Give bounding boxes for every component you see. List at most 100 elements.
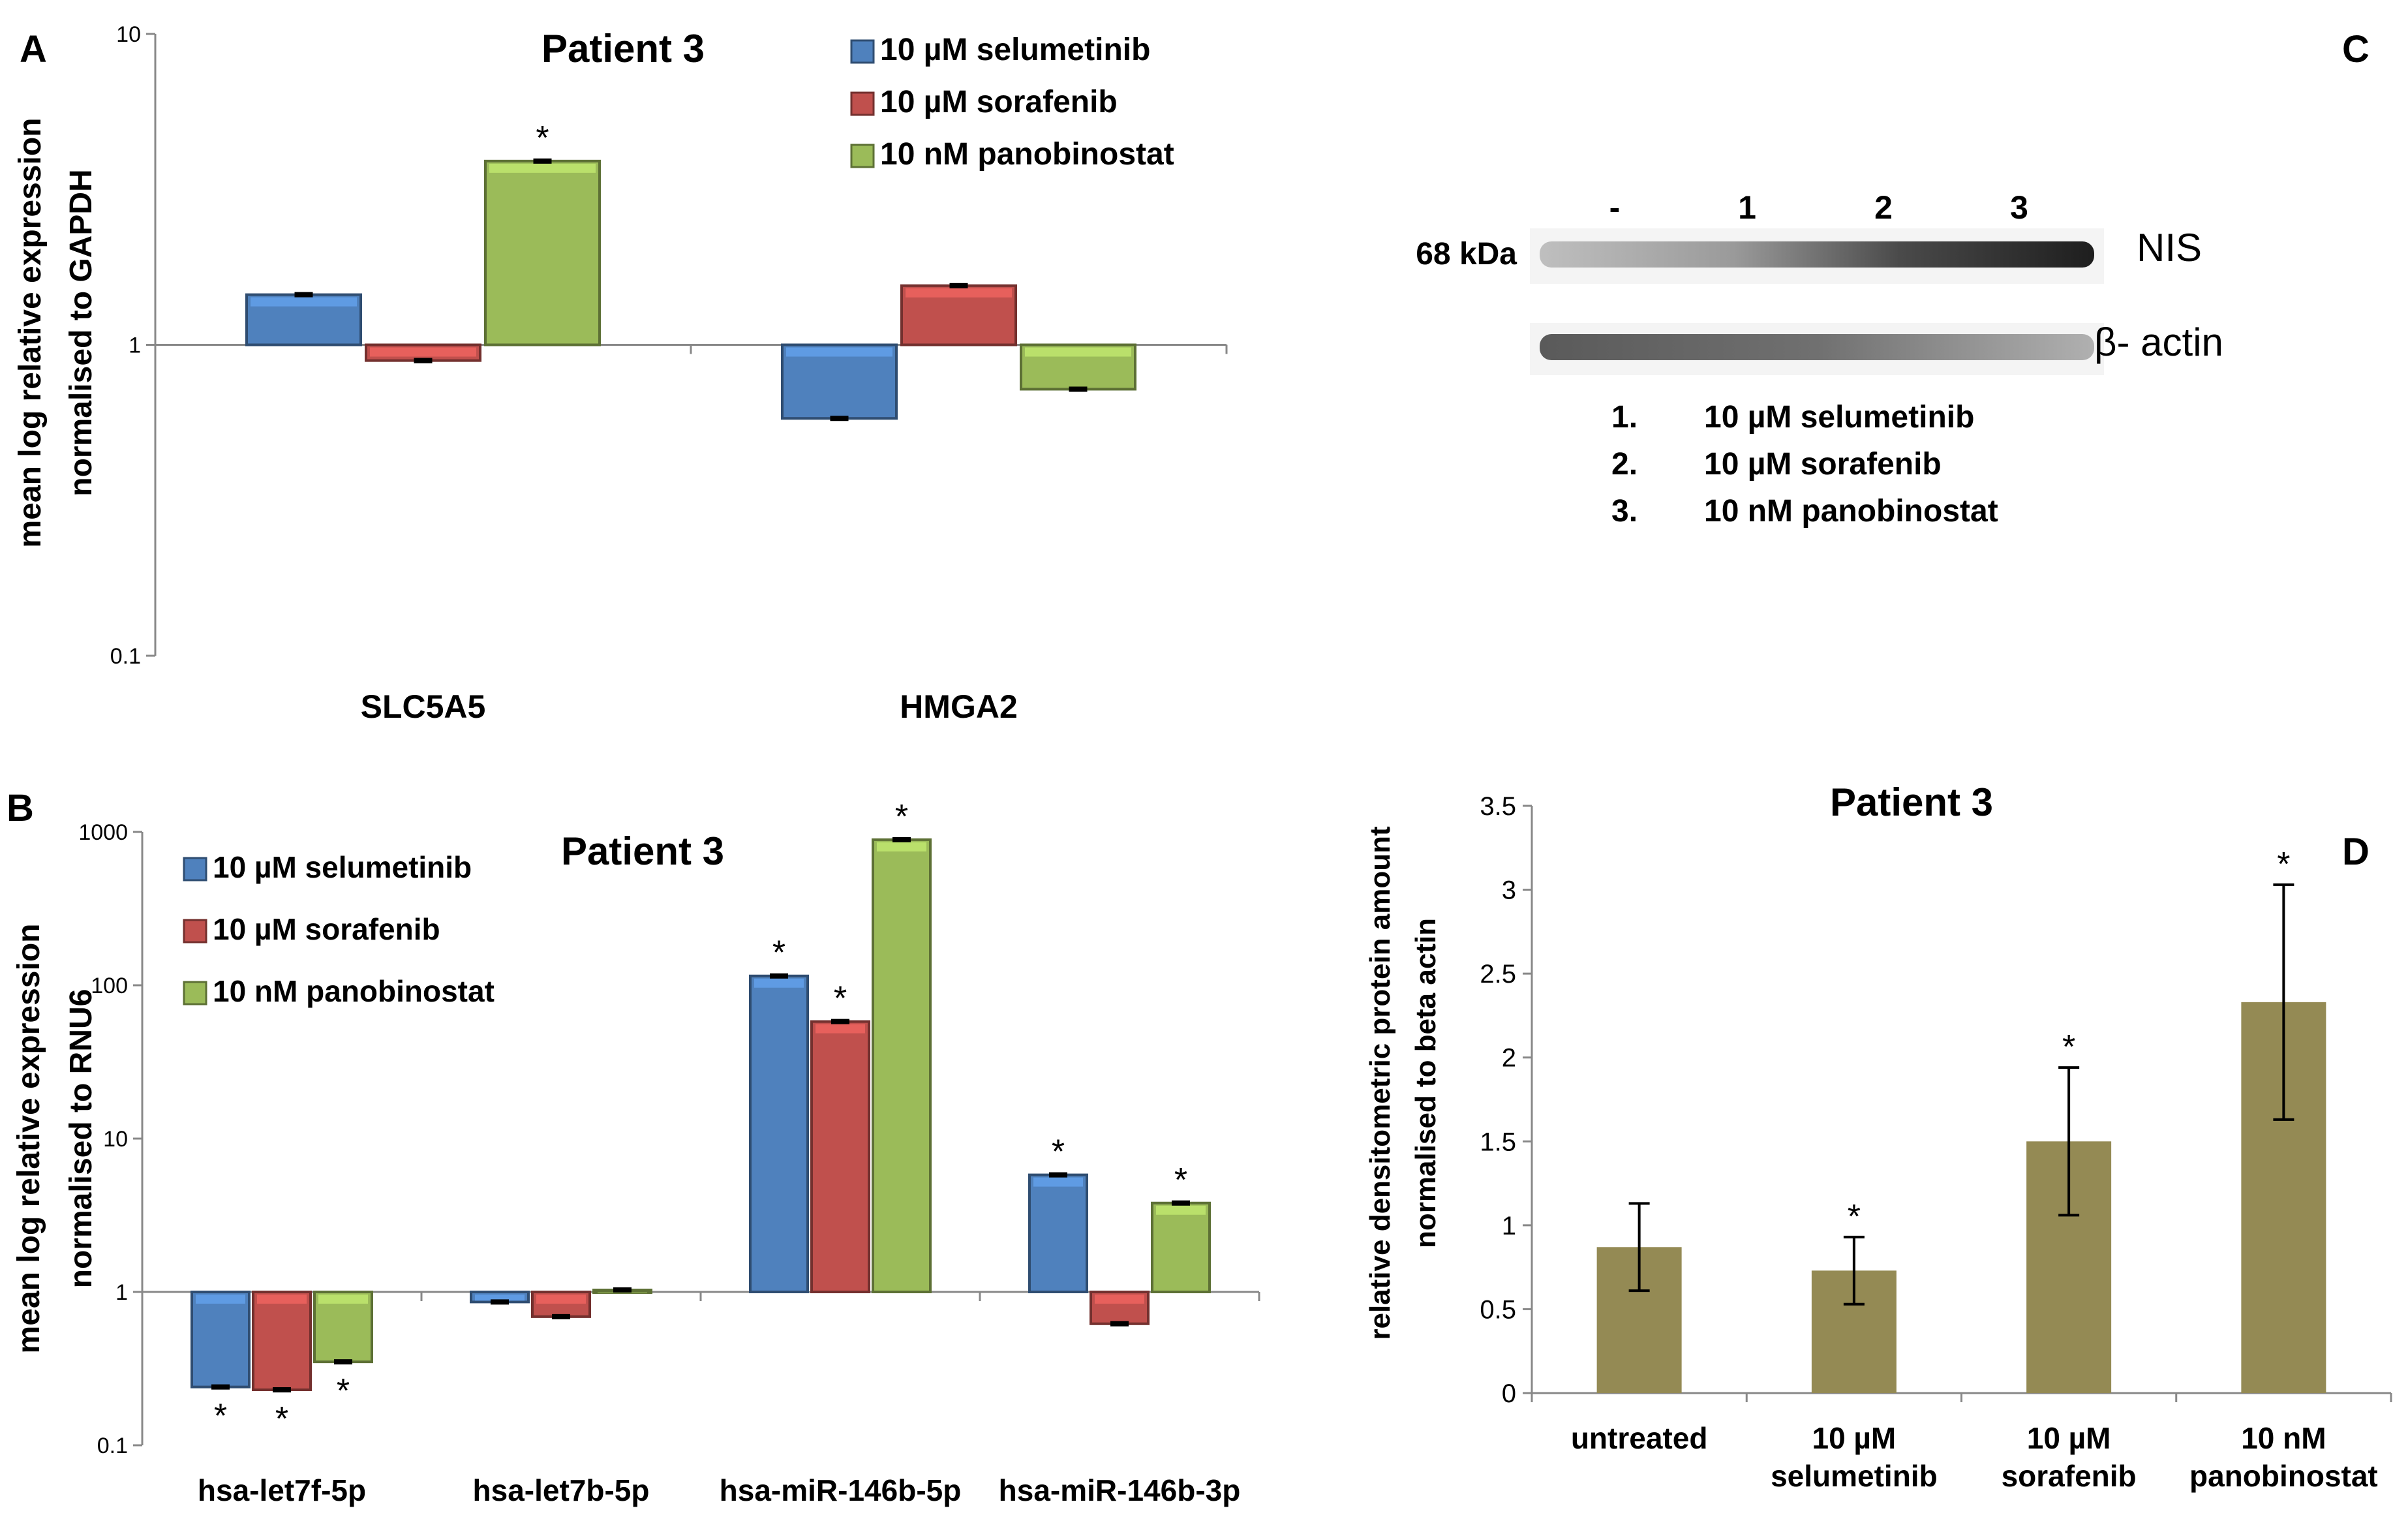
panel-d-ylabel-line1: relative densitometric protein amount: [1364, 826, 1396, 1340]
panel-b-y-tick-label: 1000: [78, 820, 128, 845]
blot-band-actin-label: β- actin: [2094, 320, 2223, 364]
panel-b-y-tick-label: 100: [91, 974, 128, 998]
panel-b-category-label: hsa-let7f-5p: [198, 1473, 366, 1507]
panel-a-legend-swatch: [850, 91, 875, 116]
panel-d-y-tick-label: 0: [1502, 1379, 1516, 1408]
panel-a-category-label: SLC5A5: [361, 688, 486, 725]
panel-a-title: Patient 3: [541, 27, 705, 70]
panel-b-bar: [1151, 1201, 1211, 1293]
panel-d-title: Patient 3: [1830, 780, 1993, 824]
panel-b-bar-highlight: [1033, 1177, 1083, 1187]
panel-d-chart: Patient 3 relative densitometric protein…: [1364, 780, 2392, 1493]
panel-b-significance-marker: *: [1052, 1133, 1065, 1171]
panel-b-bar-highlight: [196, 1295, 245, 1304]
blot-lane-label: 1: [1738, 189, 1756, 226]
panel-d-y-tick-label: 2: [1502, 1044, 1516, 1073]
panel-d-category-label: 10 nM: [2241, 1421, 2326, 1455]
panel-b-error-cap: [770, 973, 788, 979]
panel-b-significance-marker: *: [834, 980, 847, 1018]
panel-label-a: A: [20, 28, 47, 70]
panel-b-ylabel-line1: mean log relative expression: [12, 924, 46, 1354]
blot-band-nis: [1540, 241, 2094, 268]
panel-b-error-cap: [1172, 1200, 1190, 1206]
blot-lane-label: -: [1609, 189, 1621, 226]
panel-b-bar-highlight: [877, 842, 926, 852]
panel-b-bar-highlight: [257, 1295, 307, 1304]
panel-a-bar-highlight: [786, 347, 892, 357]
panel-b-bar: [749, 974, 809, 1293]
panel-b-significance-marker: *: [337, 1372, 350, 1410]
panel-d-category-label: selumetinib: [1771, 1459, 1938, 1493]
panel-b-error-cap: [552, 1313, 570, 1319]
panel-a-category-label: HMGA2: [900, 688, 1018, 725]
panel-a-bar-highlight: [251, 297, 357, 307]
blot-band-actin: [1540, 334, 2094, 360]
panel-b-bar: [872, 838, 932, 1293]
panel-b-legend-swatch: [183, 857, 207, 882]
panel-a-error-cap: [1069, 386, 1088, 392]
panel-b-bar-highlight: [1156, 1205, 1206, 1215]
blot-band-nis-label: NIS: [2137, 226, 2202, 269]
panel-b-error-cap: [613, 1287, 632, 1293]
panel-b-legend-label: 10 nM panobinostat: [213, 974, 495, 1008]
panel-d-y-tick-label: 3: [1502, 876, 1516, 905]
panel-b-bar-highlight: [815, 1024, 865, 1034]
panel-d-y-tick-label: 0.5: [1480, 1295, 1516, 1324]
panel-a-error-cap: [294, 292, 313, 298]
panel-b-error-cap: [831, 1019, 849, 1024]
panel-b-category-label: hsa-miR-146b-5p: [720, 1473, 962, 1507]
panel-b-bar-highlight: [1095, 1295, 1144, 1304]
panel-a-legend-label: 10 µM selumetinib: [880, 33, 1150, 67]
panel-b-category-label: hsa-miR-146b-3p: [999, 1473, 1241, 1507]
blot-legend-number: 3.: [1611, 494, 1638, 529]
panel-a-legend: 10 µM selumetinib 10 µM sorafenib 10 nM pa…: [850, 33, 1174, 172]
panel-b-ylabel-line2: normalised to RNU6: [64, 989, 99, 1289]
panel-b-bar-highlight: [536, 1295, 586, 1304]
panel-b-bar: [810, 1020, 870, 1294]
panel-d-category-label: sorafenib: [2002, 1459, 2137, 1493]
blot-legend-number: 2.: [1611, 447, 1638, 482]
panel-a-legend-label: 10 nM panobinostat: [880, 137, 1174, 172]
panel-a-bar-highlight: [489, 163, 596, 173]
panel-b-significance-marker: *: [772, 934, 785, 972]
panel-d-category-label: 10 µM: [1812, 1421, 1896, 1455]
panel-d-significance-marker: *: [2062, 1028, 2075, 1066]
panel-b-error-cap: [334, 1359, 352, 1365]
panel-d-significance-marker: *: [2277, 846, 2290, 883]
panel-a-ylabel-line2: normalised to GAPDH: [64, 169, 99, 496]
panel-b-legend-swatch: [183, 919, 207, 944]
panel-b-significance-marker: *: [895, 798, 908, 836]
panel-a-error-cap: [830, 416, 849, 422]
panel-c-western-blot: - 1 2 3 68 kDa NIS β- actin 1. 10 µM selumet…: [1416, 189, 2223, 529]
panel-label-d: D: [2342, 831, 2370, 873]
panel-a-error-cap: [533, 158, 552, 164]
blot-marker-label: 68 kDa: [1416, 237, 1517, 271]
panel-d-category-label: untreated: [1571, 1421, 1708, 1455]
panel-a-bar-highlight: [370, 347, 476, 357]
panel-a-bar-highlight: [906, 288, 1012, 298]
panel-label-c: C: [2342, 28, 2370, 70]
panel-b-error-cap: [1110, 1321, 1129, 1327]
panel-a-error-cap: [414, 358, 433, 363]
panel-a-bar: [484, 159, 601, 346]
panel-b-significance-marker: *: [275, 1400, 288, 1438]
panel-d-significance-marker: *: [1848, 1198, 1861, 1236]
panel-b-legend: 10 µM selumetinib 10 µM sorafenib 10 nM pa…: [183, 850, 495, 1008]
blot-legend-text: 10 µM sorafenib: [1704, 447, 1942, 482]
panel-b-category-label: hsa-let7b-5p: [473, 1473, 650, 1507]
panel-b-error-cap: [892, 836, 911, 842]
panel-a-y-tick-label: 1: [129, 333, 141, 358]
blot-lane-label: 3: [2010, 189, 2028, 226]
panel-d-category-label: panobinostat: [2189, 1459, 2378, 1493]
panel-b-error-cap: [1049, 1172, 1067, 1178]
panel-a-legend-swatch: [850, 39, 875, 64]
panel-d-y-tick-label: 1.5: [1480, 1128, 1516, 1156]
panel-a-error-cap: [949, 283, 968, 288]
panel-b-error-cap: [491, 1299, 509, 1305]
panel-b-bar-highlight: [754, 978, 804, 988]
panel-b-legend-swatch: [183, 981, 207, 1005]
panel-b-bar-highlight: [475, 1295, 525, 1301]
panel-a-y-tick-label: 10: [116, 22, 141, 47]
blot-legend: 1. 10 µM selumetinib 2. 10 µM sorafenib 3. 10…: [1611, 400, 1998, 529]
